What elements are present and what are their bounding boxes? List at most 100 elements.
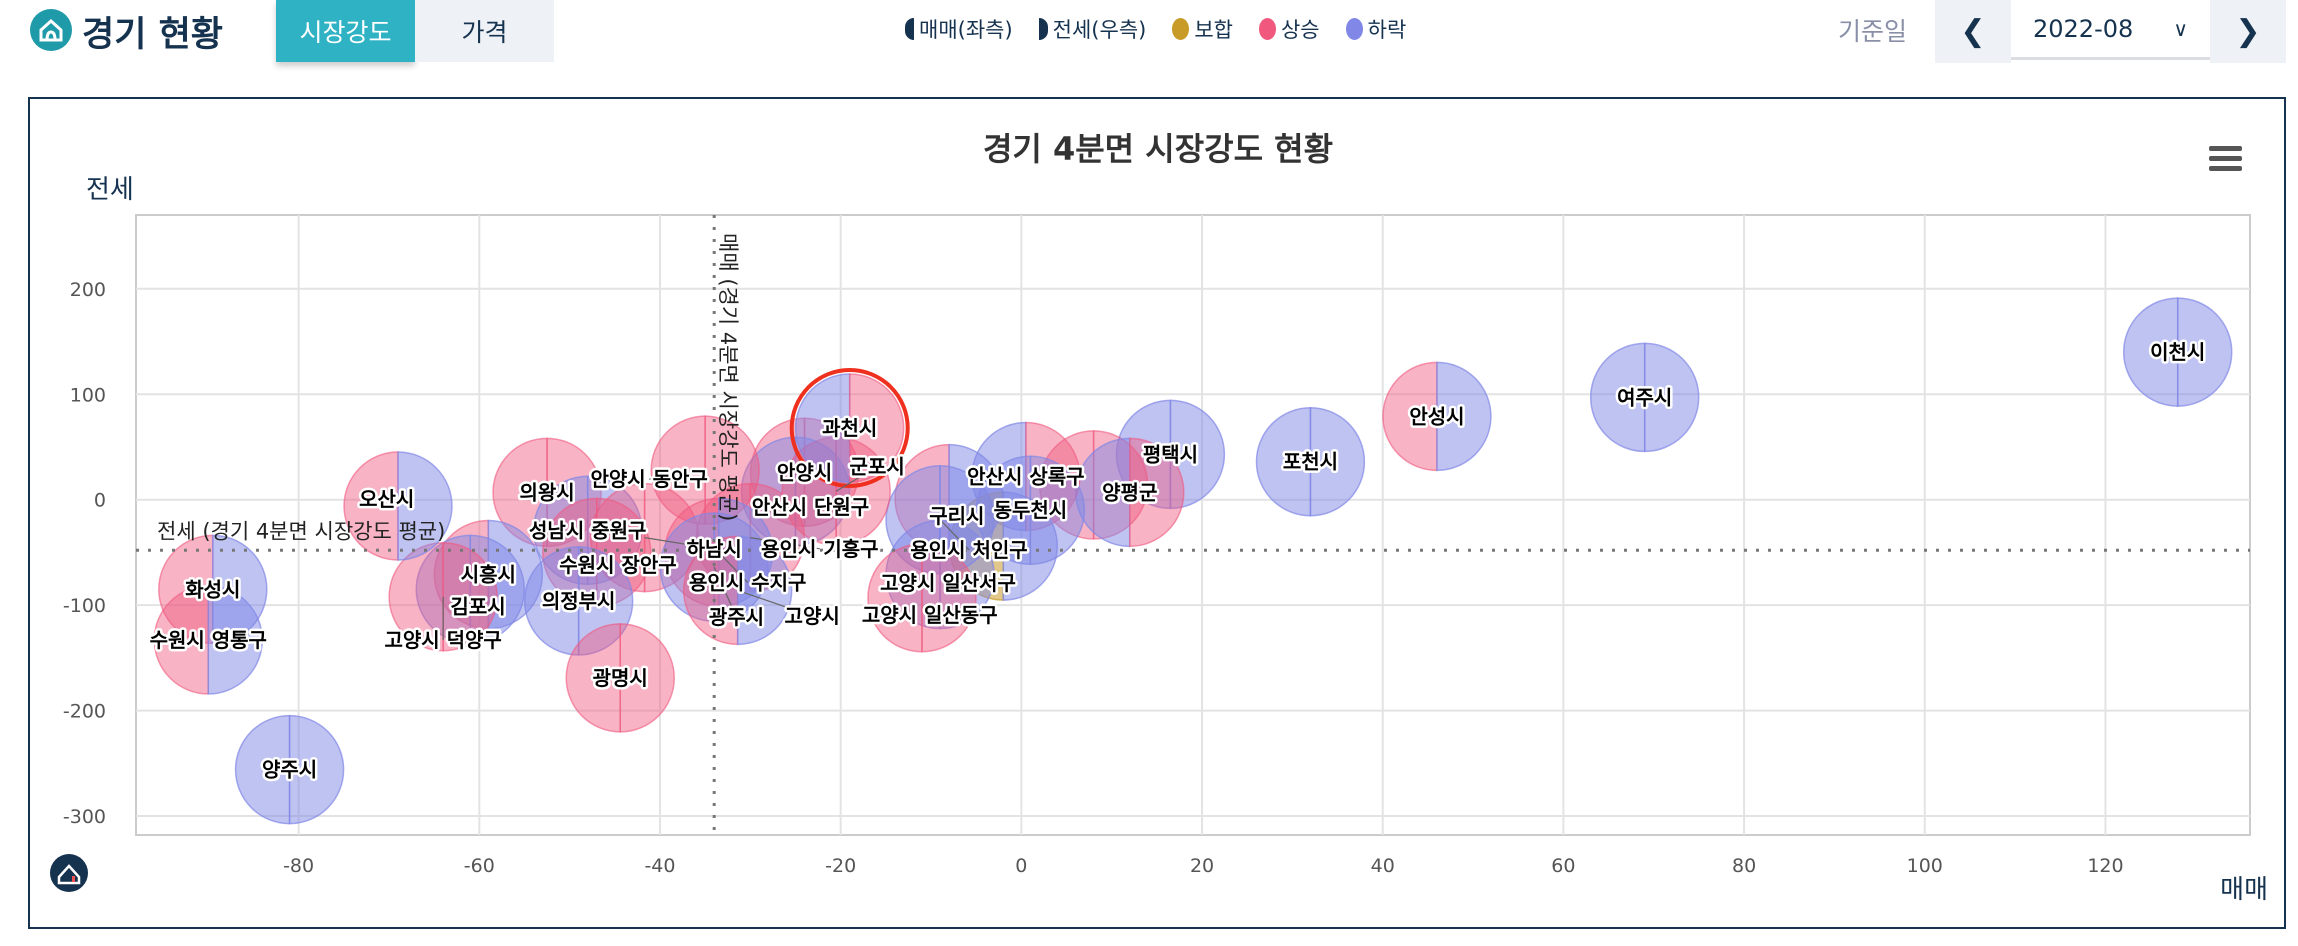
bubble-jeonse-half xyxy=(921,543,977,653)
bubble[interactable] xyxy=(234,714,345,825)
bubble[interactable] xyxy=(153,585,264,695)
y-tick-label: -300 xyxy=(63,806,106,828)
bubble-label: 안산시 단원구 xyxy=(752,495,869,519)
base-date-label: 기준일 xyxy=(1838,17,1908,46)
bubble-sale-half xyxy=(565,623,621,733)
bubble-label: 오산시 xyxy=(359,487,414,511)
bubble-label: 수원시 영통구 xyxy=(150,628,267,652)
bubble-label: 여주시 xyxy=(1617,385,1672,409)
x-tick-label: 40 xyxy=(1371,855,1395,877)
bubble-label: 수원시 장안구 xyxy=(559,553,676,577)
bubble[interactable] xyxy=(1075,437,1185,548)
bubble-sale-half xyxy=(1382,361,1438,472)
bubble-label: 안양시 동안구 xyxy=(590,467,707,491)
next-month-button[interactable]: ❯ xyxy=(2210,0,2286,63)
x-tick-label: 100 xyxy=(1907,855,1943,877)
prev-month-button[interactable]: ❮ xyxy=(1935,0,2011,63)
bubble[interactable] xyxy=(867,543,977,653)
x-tick-label: -80 xyxy=(283,855,314,877)
brand-logo-icon xyxy=(50,854,88,892)
bubble-jeonse-half xyxy=(619,623,675,733)
bubble-jeonse-half xyxy=(1129,437,1185,548)
x-tick-label: 60 xyxy=(1551,855,1575,877)
label-leader-line xyxy=(750,537,820,550)
bubble[interactable] xyxy=(682,535,793,646)
bubble-jeonse-half xyxy=(1309,406,1366,517)
bubble-label: 용인시 처인구 xyxy=(910,538,1027,562)
y-axis-label: 전세 xyxy=(86,175,134,205)
chart-title: 경기 4분면 시장강도 현황 xyxy=(983,130,1333,168)
bubble-label: 광명시 xyxy=(593,666,648,690)
bubble-jeonse-half xyxy=(2176,297,2233,407)
x-tick-label: 80 xyxy=(1732,855,1756,877)
chevron-left-icon: ❮ xyxy=(1960,14,1986,49)
bubble-jeonse-half xyxy=(577,546,634,656)
bubble-label: 평택시 xyxy=(1143,442,1198,466)
bubble[interactable] xyxy=(1589,342,1700,453)
bubble-label: 의정부시 xyxy=(542,589,616,613)
y-tick-label: 200 xyxy=(70,279,106,301)
bubble[interactable] xyxy=(565,623,675,733)
legend: 매매(좌측) 전세(우측) 보합 상승 하락 xyxy=(905,14,1406,44)
bubble-label: 의왕시 xyxy=(519,480,574,504)
bubble-sale-half xyxy=(1255,406,1312,517)
bubble-jeonse-half xyxy=(207,585,264,695)
label-leader-line xyxy=(737,589,813,617)
legend-rise[interactable]: 상승 xyxy=(1258,14,1320,44)
label-leader-line xyxy=(718,551,749,583)
bubble-sale-half xyxy=(794,373,851,483)
bubble-label: 양주시 xyxy=(262,758,317,782)
bubble-jeonse-half xyxy=(1029,455,1086,565)
bubble[interactable] xyxy=(2122,297,2233,407)
bubble-jeonse-half xyxy=(1643,342,1700,453)
bubble-label: 고양시 xyxy=(785,604,840,628)
bubble-label: 용인시 수지구 xyxy=(689,571,806,595)
left-half-circle-icon xyxy=(905,18,914,40)
bubble[interactable] xyxy=(523,546,634,656)
bubble-label: 안산시 상록구 xyxy=(967,464,1084,488)
x-mean-label: 매매 (경기 4분면 시장강도 평균) xyxy=(716,233,740,521)
bubble[interactable] xyxy=(1255,406,1366,517)
bubble[interactable] xyxy=(794,373,905,483)
tab-market-strength[interactable]: 시장강도 xyxy=(276,0,415,62)
label-leader-line xyxy=(644,537,715,550)
y-mean-label: 전세 (경기 4분면 시장강도 평균) xyxy=(157,519,445,543)
bubble-sale-half xyxy=(234,714,291,825)
bubble-sale-half xyxy=(1589,342,1646,453)
hamburger-menu-icon[interactable] xyxy=(2209,146,2242,171)
x-tick-label: 0 xyxy=(1015,855,1027,877)
right-half-circle-icon xyxy=(1038,18,1048,40)
legend-label: 매매(좌측) xyxy=(919,18,1013,42)
legend-fall[interactable]: 하락 xyxy=(1345,14,1406,44)
y-tick-label: -200 xyxy=(63,701,106,723)
y-tick-label: 0 xyxy=(94,490,106,512)
plot-area xyxy=(135,214,2251,836)
x-axis-label: 매매 xyxy=(2220,875,2268,905)
bubble-jeonse-half xyxy=(939,519,995,630)
date-select[interactable]: 2022-08 ∨ xyxy=(2011,0,2210,60)
bubble-label: 과천시 xyxy=(822,416,877,440)
bubble-jeonse-half xyxy=(736,535,793,646)
bubble-label: 양평군 xyxy=(1102,480,1157,504)
x-tick-label: 120 xyxy=(2087,855,2123,877)
label-leader-line xyxy=(713,566,737,618)
bubble-sale-half xyxy=(867,543,923,653)
bubble-label: 군포시 xyxy=(850,455,905,479)
bubble-label: 시흥시 xyxy=(461,563,516,587)
bubble[interactable] xyxy=(343,451,453,561)
bubble-jeonse-half xyxy=(288,714,345,825)
tab-price[interactable]: 가격 xyxy=(415,0,554,62)
page-title: 경기 현황 xyxy=(82,15,223,55)
bubble-sale-half xyxy=(343,451,399,561)
bubble-label: 포천시 xyxy=(1283,450,1338,474)
bubble-label: 광주시 xyxy=(709,605,764,629)
bubble-label: 안양시 xyxy=(777,460,832,484)
bubble-label: 용인시 기흥구 xyxy=(761,537,878,561)
bubble[interactable] xyxy=(388,541,498,652)
legend-label: 상승 xyxy=(1280,18,1320,42)
bubble[interactable] xyxy=(1382,361,1492,472)
bubble-jeonse-half xyxy=(848,373,905,483)
legend-flat[interactable]: 보합 xyxy=(1172,14,1233,44)
bubble-label: 고양시 일산동구 xyxy=(862,603,998,627)
legend-jeonse: 전세(우측) xyxy=(1038,14,1146,44)
